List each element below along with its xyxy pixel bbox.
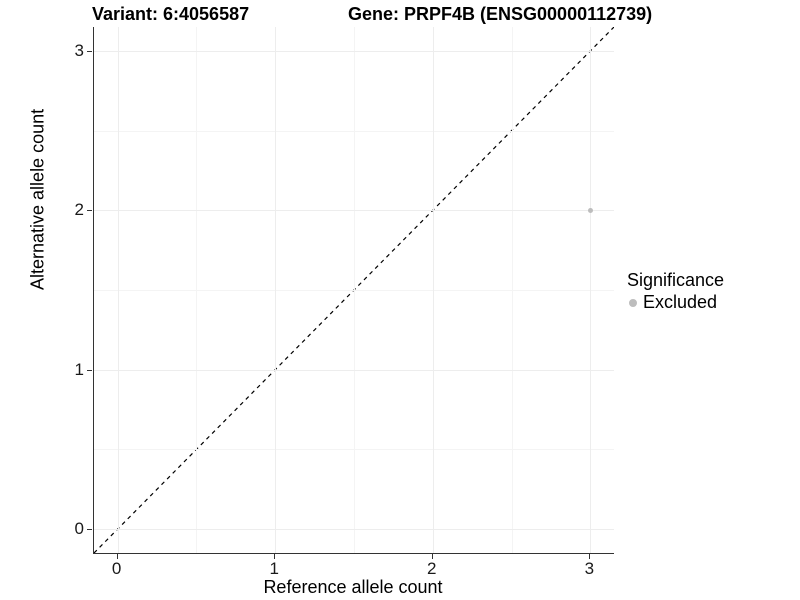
x-axis-tick <box>116 554 118 559</box>
x-axis-tick <box>589 554 591 559</box>
gridline-horizontal-major <box>94 210 614 212</box>
y-axis-tick <box>87 529 92 531</box>
gridline-horizontal-minor <box>94 449 614 451</box>
plot-panel <box>93 27 614 554</box>
x-axis-tick <box>431 554 433 559</box>
x-axis-tick-label: 2 <box>427 559 437 578</box>
gridline-vertical-major <box>590 27 592 553</box>
y-axis-tick <box>87 50 92 52</box>
gridline-vertical-major <box>275 27 277 553</box>
legend-item-label: Excluded <box>643 292 718 312</box>
legend-item-excluded: Excluded <box>627 292 724 313</box>
gridline-horizontal-major <box>94 50 614 52</box>
gridline-vertical-major <box>432 27 434 553</box>
gridline-vertical-major <box>117 27 119 553</box>
gridline-horizontal-major <box>94 529 614 531</box>
x-axis-tick-label: 3 <box>584 559 595 578</box>
gridline-horizontal-minor <box>94 130 614 132</box>
plot-title-variant: Variant: 6:4056587 <box>92 4 250 24</box>
y-axis-tick-label: 3 <box>74 40 84 60</box>
legend-key-dot-icon <box>629 298 637 307</box>
x-axis-title: Reference allele count <box>263 577 443 597</box>
data-point <box>587 207 593 213</box>
y-axis-tick <box>87 210 92 212</box>
legend: Significance Excluded <box>627 270 724 313</box>
gridline-horizontal-minor <box>94 290 614 291</box>
plot-title-gene: Gene: PRPF4B (ENSG00000112739) <box>348 4 653 24</box>
y-axis-title: Alternative allele count <box>27 108 48 290</box>
x-axis-tick <box>274 554 276 559</box>
x-axis-tick-label: 0 <box>111 559 122 578</box>
y-axis-tick-label: 1 <box>74 359 84 379</box>
y-axis-tick-label: 0 <box>74 519 84 539</box>
legend-title: Significance <box>627 270 725 290</box>
y-axis-tick-label: 2 <box>74 200 84 220</box>
y-axis-tick <box>87 369 92 371</box>
x-axis-tick-label: 1 <box>269 559 279 578</box>
gridline-horizontal-major <box>94 369 614 371</box>
